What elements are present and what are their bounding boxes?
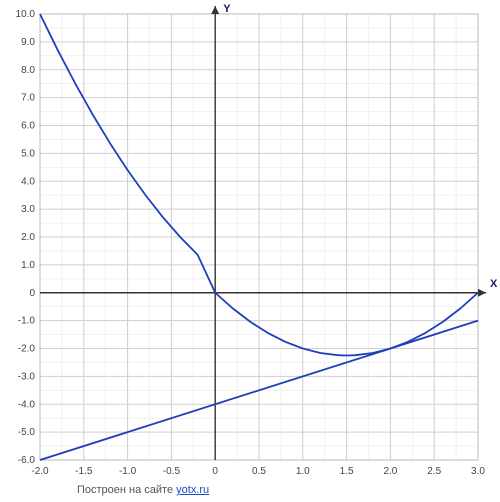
svg-text:2.0: 2.0 — [383, 466, 397, 477]
svg-text:-1.5: -1.5 — [75, 466, 93, 477]
svg-text:10.0: 10.0 — [16, 9, 36, 20]
svg-text:-5.0: -5.0 — [18, 427, 36, 438]
svg-text:-1.0: -1.0 — [18, 316, 36, 327]
svg-text:8.0: 8.0 — [21, 65, 35, 76]
svg-text:1.0: 1.0 — [296, 466, 310, 477]
svg-text:-3.0: -3.0 — [18, 371, 36, 382]
svg-text:6.0: 6.0 — [21, 121, 35, 132]
footer-prefix: Построен на сайте — [77, 484, 176, 496]
svg-text:-0.5: -0.5 — [163, 466, 181, 477]
svg-text:2.5: 2.5 — [427, 466, 441, 477]
chart-plot-area: X Y -2.0 -1.5 -1.0 -0.5 0 0.5 1.0 1.5 2.0 2.5 3.0 -6.… — [0, 0, 500, 502]
svg-text:-2.0: -2.0 — [31, 466, 49, 477]
svg-text:5.0: 5.0 — [21, 148, 35, 159]
svg-text:0.5: 0.5 — [252, 466, 266, 477]
svg-text:-1.0: -1.0 — [119, 466, 137, 477]
svg-text:7.0: 7.0 — [21, 93, 35, 104]
svg-text:-6.0: -6.0 — [18, 455, 36, 466]
svg-text:3.0: 3.0 — [471, 466, 485, 477]
svg-text:-2.0: -2.0 — [18, 344, 36, 355]
svg-text:9.0: 9.0 — [21, 37, 35, 48]
footer-caption: Построен на сайте yotx.ru — [77, 484, 209, 496]
svg-text:2.0: 2.0 — [21, 232, 35, 243]
chart-container: X Y -2.0 -1.5 -1.0 -0.5 0 0.5 1.0 1.5 2.0 2.5 3.0 -6.… — [0, 0, 500, 502]
svg-text:X: X — [490, 278, 498, 290]
svg-text:0: 0 — [212, 466, 218, 477]
svg-text:-4.0: -4.0 — [18, 399, 36, 410]
svg-text:0: 0 — [29, 288, 35, 299]
svg-text:1.5: 1.5 — [340, 466, 354, 477]
svg-text:4.0: 4.0 — [21, 176, 35, 187]
svg-text:1.0: 1.0 — [21, 260, 35, 271]
svg-text:3.0: 3.0 — [21, 204, 35, 215]
svg-text:Y: Y — [223, 3, 231, 15]
footer-link[interactable]: yotx.ru — [176, 484, 209, 496]
